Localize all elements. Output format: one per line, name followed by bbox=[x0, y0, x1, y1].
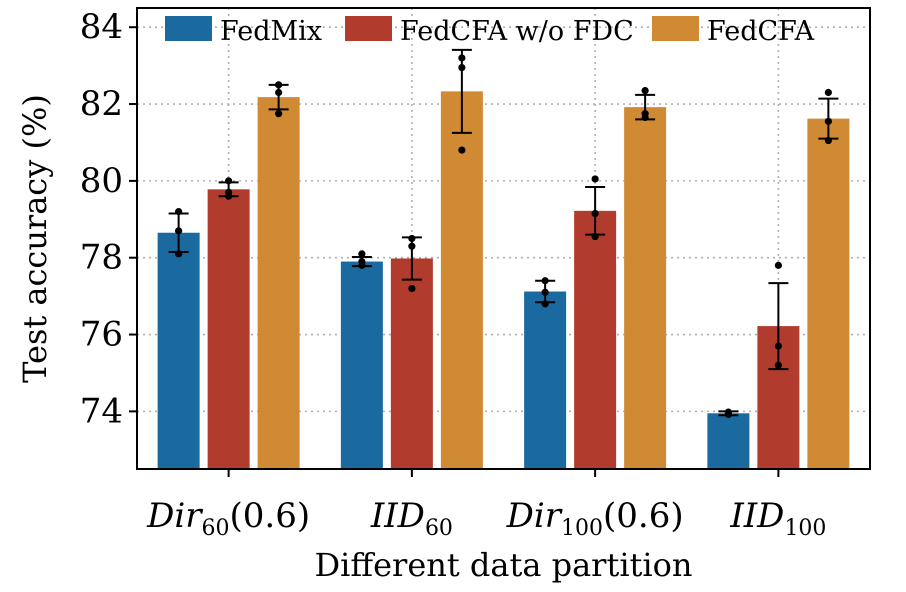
data-point bbox=[724, 410, 732, 419]
x-axis-title: Different data partition bbox=[314, 546, 692, 584]
bar bbox=[574, 210, 617, 469]
y-axis-title: Test accuracy (%) bbox=[16, 94, 54, 383]
bar bbox=[390, 258, 433, 469]
x-axis-ticks: Dir60(0.6) IID60 Dir100(0.6) IID100 bbox=[146, 469, 826, 541]
y-tick-label: 74 bbox=[80, 391, 123, 431]
y-tick-label: 80 bbox=[80, 161, 123, 201]
data-point bbox=[591, 232, 599, 241]
bars bbox=[157, 91, 850, 470]
data-point bbox=[541, 300, 549, 308]
data-point bbox=[458, 54, 466, 62]
y-tick-label: 78 bbox=[80, 238, 123, 278]
data-point bbox=[824, 88, 832, 97]
x-tick-label: IID60 bbox=[370, 496, 453, 541]
bar bbox=[157, 232, 200, 469]
data-point bbox=[408, 234, 416, 243]
y-tick-label: 76 bbox=[80, 315, 123, 355]
data-point bbox=[824, 136, 832, 145]
legend-label: FedMix bbox=[220, 16, 322, 47]
data-point bbox=[358, 261, 366, 269]
data-point bbox=[541, 288, 549, 296]
data-point bbox=[591, 175, 599, 183]
data-point bbox=[824, 117, 832, 125]
data-point bbox=[458, 63, 466, 72]
data-point bbox=[641, 113, 649, 122]
x-tick-label: Dir60(0.6) bbox=[146, 496, 310, 541]
bar bbox=[340, 261, 383, 469]
data-point bbox=[774, 361, 782, 369]
data-point bbox=[408, 242, 416, 250]
data-point bbox=[358, 250, 366, 258]
data-point bbox=[225, 192, 233, 200]
bar bbox=[807, 118, 850, 469]
data-point bbox=[541, 277, 549, 285]
bar bbox=[257, 97, 300, 470]
data-point bbox=[591, 209, 599, 218]
data-point bbox=[641, 86, 649, 95]
data-point bbox=[774, 342, 782, 350]
bar bbox=[440, 91, 483, 469]
data-point bbox=[275, 88, 283, 97]
y-tick-label: 82 bbox=[80, 84, 123, 124]
data-point bbox=[175, 227, 183, 235]
legend-swatch bbox=[165, 16, 212, 41]
bar bbox=[707, 413, 750, 469]
y-tick-label: 84 bbox=[80, 7, 123, 47]
legend: FedMix FedCFA w/o FDC FedCFA bbox=[165, 16, 815, 47]
data-point bbox=[175, 208, 183, 216]
legend-label: FedCFA w/o FDC bbox=[400, 16, 634, 47]
data-point bbox=[774, 261, 782, 269]
data-point bbox=[458, 146, 466, 154]
data-point bbox=[408, 284, 416, 293]
plot-frame bbox=[136, 7, 871, 470]
x-tick-label: Dir100(0.6) bbox=[506, 496, 684, 541]
bar bbox=[524, 291, 567, 469]
bar bbox=[624, 107, 667, 470]
data-point bbox=[275, 81, 283, 89]
y-axis-ticks: 74 76 78 80 82 84 bbox=[80, 7, 137, 431]
legend-swatch bbox=[652, 16, 699, 41]
legend-label: FedCFA bbox=[707, 16, 815, 47]
data-point bbox=[275, 110, 283, 118]
bar bbox=[207, 189, 250, 469]
legend-swatch bbox=[345, 16, 392, 41]
data-point bbox=[175, 250, 183, 258]
data-point bbox=[225, 177, 233, 185]
data-points bbox=[175, 54, 832, 419]
x-tick-label: IID100 bbox=[729, 496, 826, 541]
